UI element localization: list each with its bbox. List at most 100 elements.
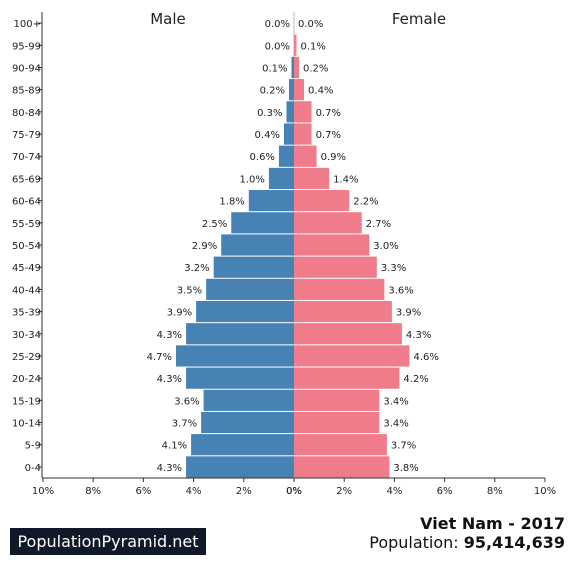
- female-bar-90-94: [294, 56, 300, 79]
- age-label-80-84: 80-84: [12, 108, 41, 119]
- male-bar-35-39: [196, 300, 294, 323]
- male-value-55-59: 2.5%: [202, 219, 227, 230]
- age-label-25-29: 25-29: [12, 352, 41, 363]
- female-bar-15-19: [294, 389, 380, 411]
- male-bar-10-14: [201, 411, 294, 434]
- age-label-90-94: 90-94: [12, 63, 41, 74]
- female-value-95-99: 0.1%: [301, 41, 326, 52]
- age-label-95-99: 95-99: [12, 41, 41, 52]
- x-tick-label-right-3: 6%: [437, 486, 453, 497]
- male-value-65-69: 1.0%: [239, 174, 264, 185]
- age-label-20-24: 20-24: [12, 374, 41, 385]
- age-label-50-54: 50-54: [12, 241, 41, 252]
- female-bar-40-44: [294, 278, 385, 300]
- chart-bars: [176, 34, 410, 478]
- male-bar-45-49: [213, 256, 294, 278]
- male-series-title: Male: [150, 10, 186, 28]
- male-value-50-54: 2.9%: [192, 241, 217, 252]
- female-bar-65-69: [294, 167, 330, 190]
- age-label-0-4: 0-4: [25, 463, 41, 474]
- male-value-60-64: 1.8%: [219, 197, 244, 208]
- male-bar-85-89: [288, 79, 294, 101]
- female-bar-5-9: [294, 434, 387, 456]
- female-value-25-29: 4.6%: [413, 352, 438, 363]
- male-value-10-14: 3.7%: [172, 419, 197, 430]
- age-label-40-44: 40-44: [12, 285, 41, 296]
- female-bar-95-99: [294, 34, 297, 56]
- chart-labels: 0-4 4.3% 3.8% 5-9 4.1% 3.7% 10-14 3.7% 3.4% 15-19…: [12, 19, 556, 497]
- female-value-75-79: 0.7%: [316, 130, 341, 141]
- x-tick-label-left-3: 4%: [186, 486, 202, 497]
- female-value-35-39: 3.9%: [396, 308, 421, 319]
- brand-logo[interactable]: PopulationPyramid.net: [10, 528, 206, 555]
- male-value-100+: 0.0%: [265, 19, 290, 30]
- male-value-95-99: 0.0%: [265, 41, 290, 52]
- female-value-10-14: 3.4%: [383, 419, 408, 430]
- female-bar-50-54: [294, 234, 370, 256]
- female-value-0-4: 3.8%: [393, 463, 418, 474]
- female-bar-35-39: [294, 300, 392, 323]
- male-value-70-74: 0.6%: [250, 152, 275, 163]
- population-summary: Population: 95,414,639: [369, 533, 565, 552]
- male-bar-75-79: [283, 123, 294, 145]
- x-tick-label-left-2: 6%: [135, 486, 151, 497]
- male-bar-55-59: [231, 212, 294, 234]
- male-value-15-19: 3.6%: [174, 396, 199, 407]
- female-value-100+: 0.0%: [298, 19, 323, 30]
- age-label-10-14: 10-14: [12, 419, 41, 430]
- female-value-30-34: 4.3%: [406, 330, 431, 341]
- female-bar-85-89: [294, 79, 305, 101]
- x-tick-label-right-0: 0%: [286, 486, 302, 497]
- male-bar-30-34: [186, 323, 294, 345]
- female-bar-75-79: [294, 123, 312, 145]
- age-label-55-59: 55-59: [12, 219, 41, 230]
- female-series-title: Female: [392, 10, 446, 28]
- female-bar-30-34: [294, 323, 402, 345]
- male-bar-80-84: [286, 101, 294, 123]
- female-value-90-94: 0.2%: [303, 63, 328, 74]
- female-bar-70-74: [294, 145, 317, 167]
- x-tick-label-right-2: 4%: [386, 486, 402, 497]
- male-value-25-29: 4.7%: [147, 352, 172, 363]
- female-value-80-84: 0.7%: [316, 108, 341, 119]
- male-bar-90-94: [291, 56, 294, 79]
- male-bar-65-69: [268, 167, 294, 190]
- male-bar-5-9: [191, 434, 294, 456]
- population-value: 95,414,639: [463, 533, 565, 552]
- x-tick-label-left-4: 2%: [236, 486, 252, 497]
- female-value-65-69: 1.4%: [333, 174, 358, 185]
- x-tick-label-right-5: 10%: [534, 486, 556, 497]
- age-label-5-9: 5-9: [25, 441, 41, 452]
- age-label-75-79: 75-79: [12, 130, 41, 141]
- female-bar-0-4: [294, 456, 390, 478]
- female-value-70-74: 0.9%: [321, 152, 346, 163]
- female-value-15-19: 3.4%: [383, 396, 408, 407]
- female-bar-10-14: [294, 411, 380, 434]
- male-value-90-94: 0.1%: [262, 63, 287, 74]
- x-tick-label-left-0: 10%: [32, 486, 54, 497]
- male-value-0-4: 4.3%: [157, 463, 182, 474]
- female-value-60-64: 2.2%: [353, 197, 378, 208]
- male-bar-50-54: [221, 234, 294, 256]
- male-bar-70-74: [278, 145, 294, 167]
- age-label-100+: 100+: [14, 19, 41, 30]
- female-bar-25-29: [294, 345, 410, 367]
- male-value-45-49: 3.2%: [184, 263, 209, 274]
- age-label-70-74: 70-74: [12, 152, 41, 163]
- age-label-60-64: 60-64: [12, 197, 41, 208]
- female-bar-55-59: [294, 212, 362, 234]
- male-bar-25-29: [176, 345, 294, 367]
- female-value-50-54: 3.0%: [373, 241, 398, 252]
- female-value-85-89: 0.4%: [308, 86, 333, 97]
- male-value-5-9: 4.1%: [162, 441, 187, 452]
- female-value-45-49: 3.3%: [381, 263, 406, 274]
- female-value-40-44: 3.6%: [388, 285, 413, 296]
- population-label: Population:: [369, 533, 459, 552]
- male-value-85-89: 0.2%: [260, 86, 285, 97]
- male-bar-40-44: [206, 278, 294, 300]
- male-value-80-84: 0.3%: [257, 108, 282, 119]
- country-year-title: Viet Nam - 2017: [420, 514, 565, 533]
- x-tick-label-right-4: 8%: [487, 486, 503, 497]
- male-value-30-34: 4.3%: [157, 330, 182, 341]
- population-pyramid-chart: 0-4 4.3% 3.8% 5-9 4.1% 3.7% 10-14 3.7% 3.4% 15-19…: [12, 10, 556, 497]
